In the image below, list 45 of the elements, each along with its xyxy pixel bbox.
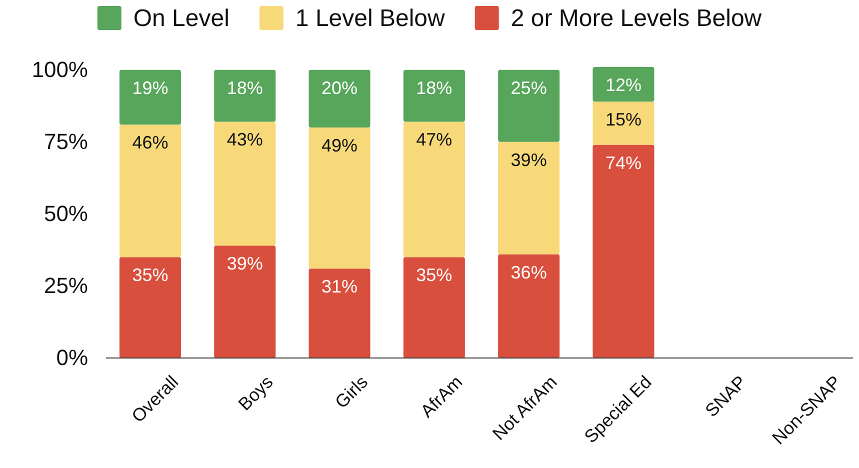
y-tick-label: 25% [44, 273, 88, 298]
bar [214, 122, 276, 246]
bar [308, 128, 370, 269]
x-tick-label: Girls [331, 372, 372, 412]
bar [403, 257, 465, 358]
data-label: 25% [510, 78, 547, 98]
data-label: 15% [605, 110, 642, 130]
bar [308, 70, 370, 128]
data-label: 35% [416, 265, 452, 286]
bar [498, 254, 560, 358]
y-tick-label: 0% [56, 345, 88, 370]
data-label: 39% [226, 254, 263, 274]
y-tick-label: 100% [32, 56, 88, 82]
bar [214, 246, 276, 358]
data-label: 31% [322, 276, 358, 297]
legend-label: On Level [133, 5, 230, 32]
bar [498, 70, 560, 142]
data-label: 18% [416, 78, 452, 98]
data-label: 43% [226, 130, 263, 150]
bar [214, 70, 276, 122]
bar [498, 142, 560, 254]
bar [592, 67, 654, 102]
bar [592, 102, 654, 145]
data-label: 12% [605, 75, 642, 95]
bar [119, 257, 181, 358]
legend-label: 2 or More Levels Below [510, 5, 762, 32]
bar [403, 70, 465, 122]
data-label: 39% [510, 150, 547, 170]
data-label: 18% [226, 78, 263, 98]
data-label: 49% [322, 136, 358, 156]
y-tick-label: 50% [44, 200, 88, 226]
y-tick-label: 75% [44, 128, 88, 154]
legend-label: 1 Level Below [295, 5, 446, 32]
data-label: 46% [132, 132, 168, 153]
bar [592, 144, 654, 358]
data-label: 20% [322, 78, 358, 98]
bar [403, 122, 465, 258]
data-label: 35% [132, 265, 168, 286]
bar [119, 70, 181, 125]
bar [308, 268, 370, 358]
data-label: 36% [510, 262, 547, 282]
data-label: 74% [605, 152, 642, 173]
data-label: 19% [132, 78, 168, 98]
bar [119, 124, 181, 258]
data-label: 47% [416, 130, 452, 150]
